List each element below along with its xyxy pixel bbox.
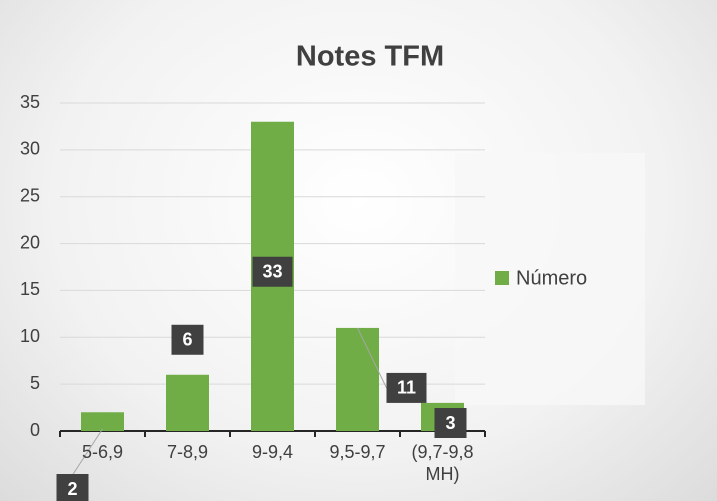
x-tick-label: 9,5-9,7: [329, 442, 386, 462]
data-label: 33: [262, 261, 282, 281]
y-tick-label: 20: [20, 232, 40, 252]
data-label-box: [252, 256, 293, 287]
y-tick-label: 35: [20, 92, 40, 112]
x-tick-label: 5-6,9: [81, 442, 124, 462]
data-label: 11: [397, 378, 416, 398]
data-label-box: [171, 324, 204, 355]
data-label: 2: [67, 479, 77, 499]
data-label: 3: [445, 413, 455, 433]
y-tick-label: 5: [30, 373, 40, 393]
y-tick-label: 30: [20, 139, 40, 159]
legend-panel: [455, 153, 645, 405]
chart-title: Notes TFM: [296, 41, 444, 73]
leader-line: [72, 428, 103, 476]
data-label-box: [56, 474, 89, 501]
data-label: 6: [182, 330, 192, 350]
y-tick-label: 10: [20, 326, 40, 346]
data-label-box: [434, 408, 467, 438]
bar: [166, 374, 209, 431]
legend-swatch: [495, 271, 509, 285]
bar: [81, 412, 124, 431]
bar: [336, 327, 379, 431]
y-tick-label: 0: [30, 420, 40, 440]
data-label-box: [386, 372, 427, 403]
y-tick-label: 15: [20, 279, 40, 299]
leader-line: [357, 327, 387, 389]
y-tick-label: 25: [20, 185, 40, 205]
x-tick-label: (9,7-9,8 MH): [411, 442, 474, 484]
x-tick-label: 9-9,4: [251, 442, 294, 462]
x-tick-label: 7-8,9: [166, 442, 209, 462]
legend-label: Número: [516, 267, 587, 289]
